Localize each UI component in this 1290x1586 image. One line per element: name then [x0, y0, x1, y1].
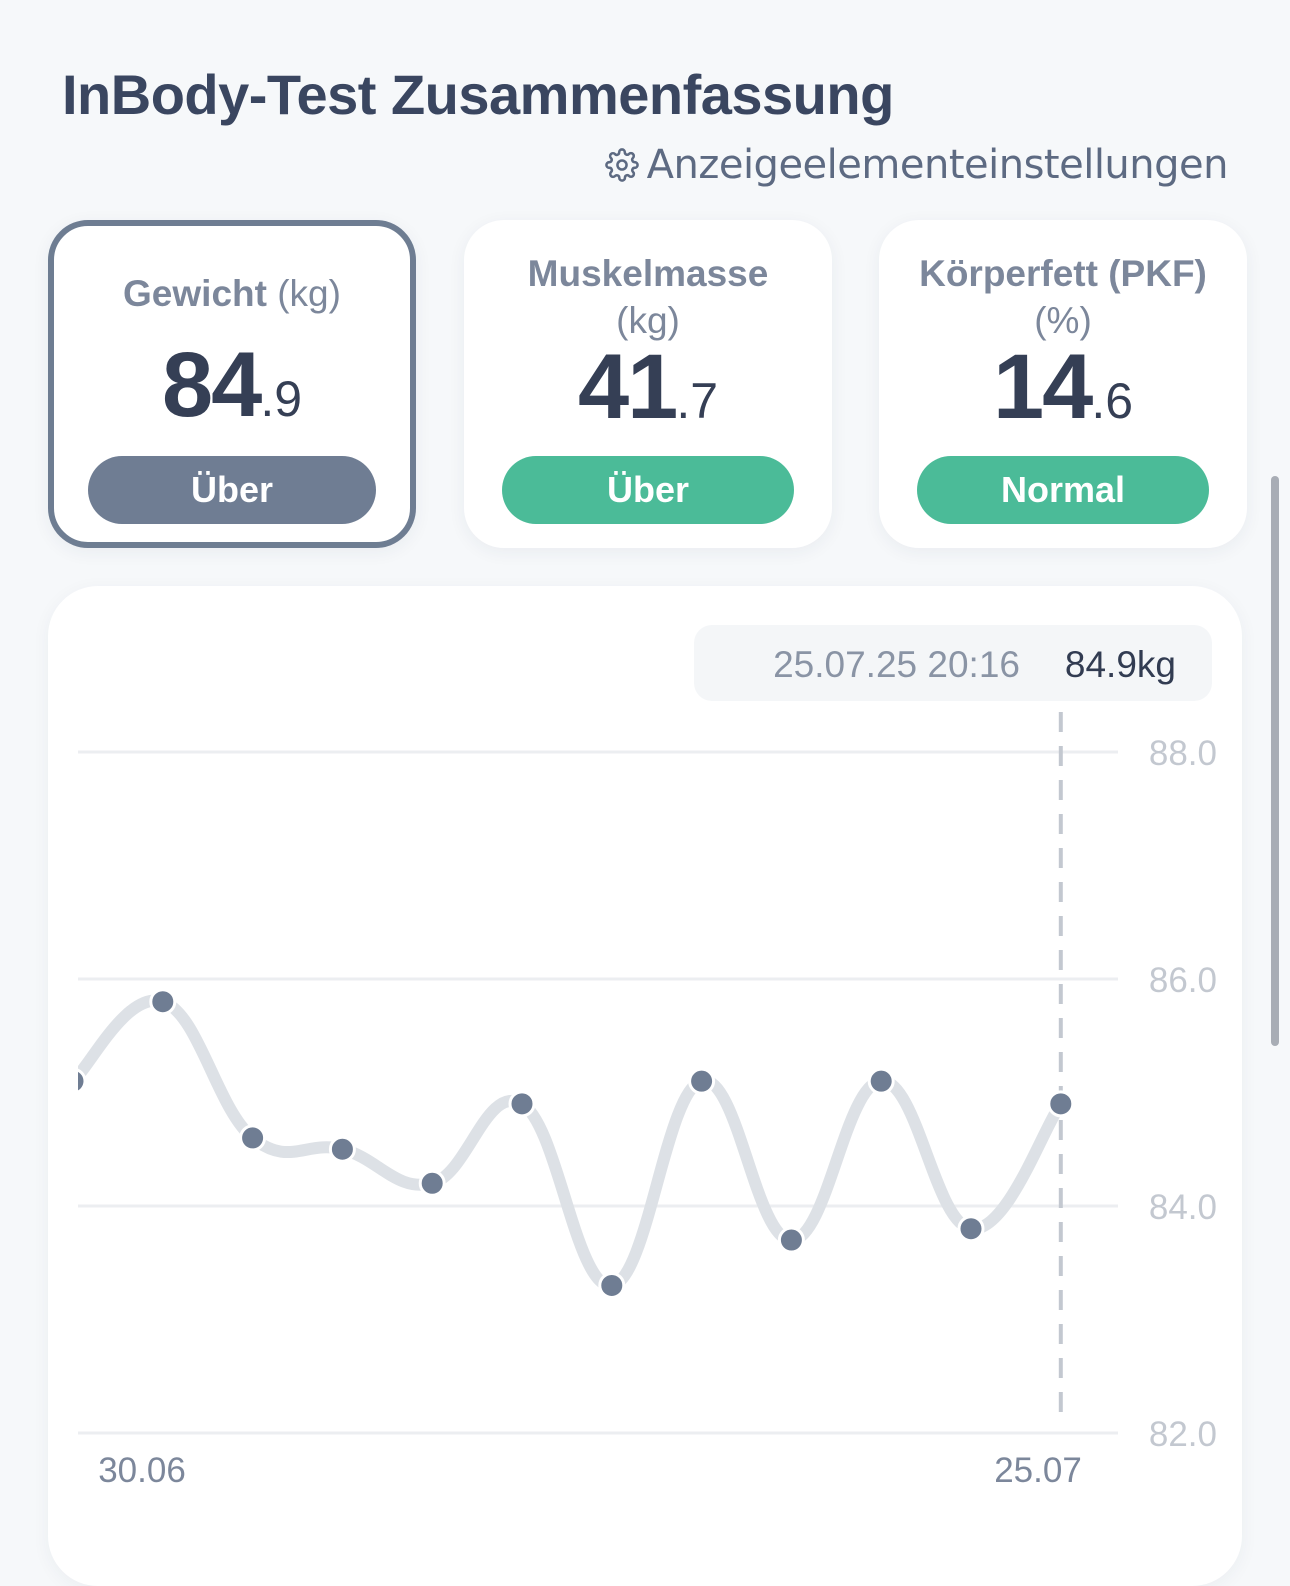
bodyfat-label: Körperfett (PKF) (%) — [879, 250, 1247, 344]
data-point[interactable] — [867, 1067, 895, 1095]
weight-card[interactable]: Gewicht (kg) 84.9 Über — [48, 220, 416, 548]
data-point[interactable] — [1047, 1090, 1075, 1118]
page-title: InBody-Test Zusammenfassung — [62, 63, 894, 126]
data-point[interactable] — [149, 988, 177, 1016]
data-point[interactable] — [61, 1068, 87, 1094]
tooltip-background — [694, 625, 1212, 701]
muscle-value-int: 41 — [577, 336, 678, 438]
x-tick-label: 25.07 — [994, 1451, 1082, 1490]
weight-series-line — [78, 994, 1067, 1292]
muscle-name: Muskelmasse — [527, 253, 769, 294]
data-point[interactable] — [598, 1271, 626, 1299]
weight-value-int: 84 — [161, 334, 262, 436]
weight-name: Gewicht — [123, 273, 267, 314]
muscle-card[interactable]: Muskelmasse (kg) 41.7 Über — [464, 220, 832, 548]
tooltip-value: 84.9kg — [1065, 644, 1176, 685]
data-point[interactable] — [239, 1124, 267, 1152]
weight-value-dec: .9 — [260, 371, 303, 427]
data-point[interactable] — [957, 1215, 985, 1243]
bodyfat-name: Körperfett (PKF) — [919, 253, 1207, 294]
chart-grid — [78, 750, 1118, 1435]
y-tick-label: 88.0 — [1149, 734, 1217, 773]
gear-icon — [604, 148, 639, 182]
y-tick-label: 86.0 — [1149, 961, 1217, 1000]
bodyfat-card[interactable]: Körperfett (PKF) (%) 14.6 Normal — [879, 220, 1247, 548]
tooltip-datetime: 25.07.25 20:16 — [773, 644, 1020, 685]
data-point[interactable] — [688, 1067, 716, 1095]
bodyfat-value: 14.6 — [879, 341, 1247, 459]
muscle-unit: (kg) — [616, 300, 680, 341]
bodyfat-unit: (%) — [1034, 300, 1092, 341]
display-settings-link[interactable]: Anzeigeelementeinstellungen — [604, 142, 1229, 188]
y-tick-label: 84.0 — [1149, 1188, 1217, 1227]
bodyfat-value-int: 14 — [992, 336, 1093, 438]
weight-status-badge: Über — [88, 456, 376, 524]
data-point[interactable] — [777, 1226, 805, 1254]
muscle-label: Muskelmasse (kg) — [464, 250, 832, 344]
muscle-status-badge: Über — [502, 456, 794, 524]
bodyfat-status-badge: Normal — [917, 456, 1209, 524]
display-settings-label: Anzeigeelementeinstellungen — [646, 142, 1229, 188]
muscle-value-dec: .7 — [676, 373, 719, 429]
weight-unit: (kg) — [277, 273, 341, 314]
muscle-value: 41.7 — [464, 341, 832, 459]
bodyfat-value-dec: .6 — [1091, 373, 1134, 429]
x-tick-label: 30.06 — [98, 1451, 186, 1490]
y-tick-label: 82.0 — [1149, 1415, 1217, 1454]
weight-value: 84.9 — [54, 339, 410, 457]
data-point[interactable] — [418, 1169, 446, 1197]
vertical-scrollbar[interactable] — [1271, 476, 1279, 1046]
data-point[interactable] — [328, 1135, 356, 1163]
chart-x-axis: 30.06 25.07 — [98, 1451, 1082, 1490]
chart-y-axis: 88.0 86.0 84.0 82.0 — [1149, 734, 1217, 1454]
chart-tooltip: 25.07.25 20:16 84.9kg — [694, 625, 1212, 701]
data-point[interactable] — [508, 1090, 536, 1118]
weight-trend-chart: 88.0 86.0 84.0 82.0 30.06 25.07 25.07.25 20:… — [61, 625, 1217, 1490]
weight-label: Gewicht (kg) — [54, 270, 410, 317]
weight-series-points — [61, 988, 1075, 1299]
